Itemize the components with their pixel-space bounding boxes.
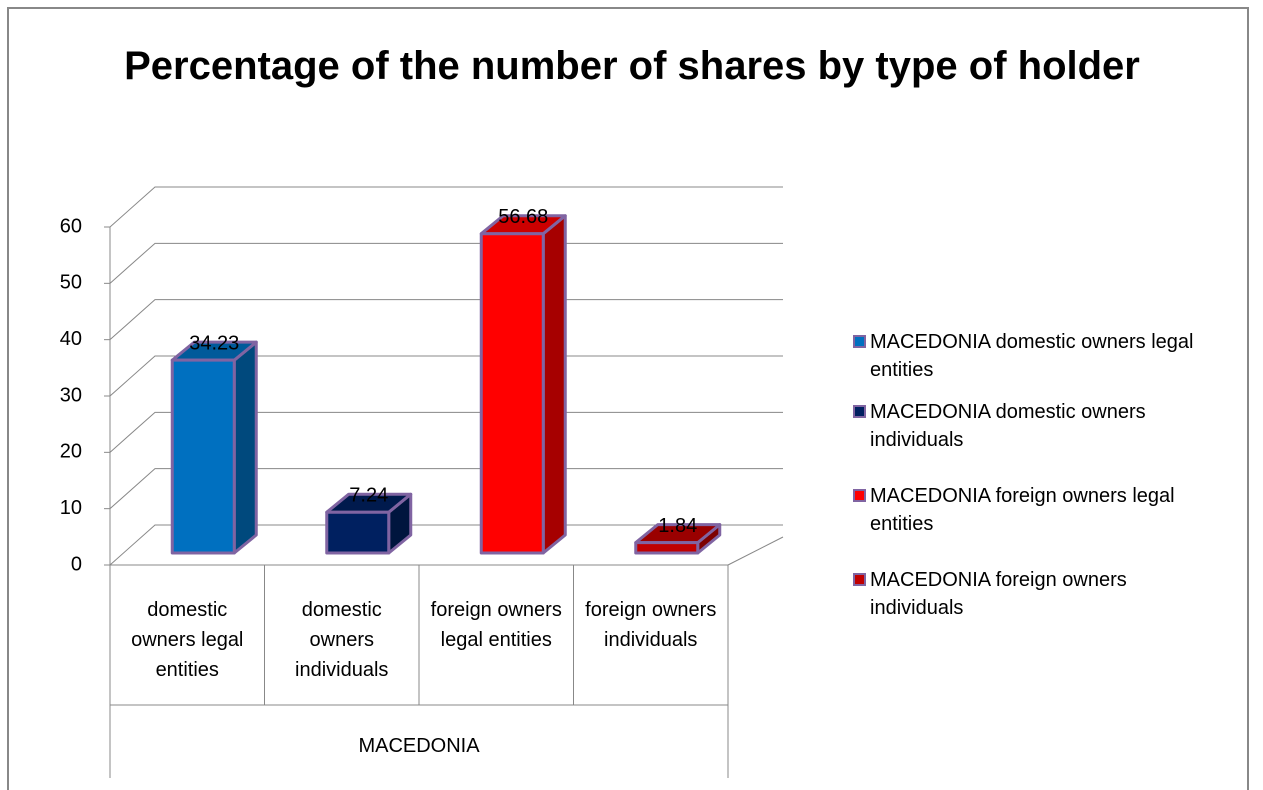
bar (479, 232, 545, 555)
legend-label: MACEDONIA domestic owners individuals (870, 401, 1146, 451)
y-tick-label: 0 (71, 553, 82, 575)
y-tick-label: 20 (60, 441, 82, 463)
grid-line (109, 299, 783, 341)
bar (634, 541, 700, 555)
data-label: 7.24 (349, 484, 388, 506)
grid-line (109, 186, 783, 228)
floor-edge (727, 536, 784, 566)
y-tick-label: 40 (60, 328, 82, 350)
grid-line (109, 468, 783, 510)
y-tick-label: 60 (60, 215, 82, 237)
bar-side (232, 340, 258, 555)
x-tick-label: domestic owners individuals (295, 599, 389, 681)
x-tick-label: foreign owners individuals (585, 599, 717, 651)
y-tick-label: 30 (60, 384, 82, 406)
grid-line (109, 355, 783, 397)
legend-marker (853, 405, 866, 418)
group-label: MACEDONIA (358, 735, 480, 757)
x-tick-label: domestic owners legal entities (131, 599, 244, 681)
y-tick-label: 50 (60, 272, 82, 294)
bar (325, 510, 391, 555)
legend-marker (853, 489, 866, 502)
data-label: 34.23 (189, 332, 239, 354)
grid-line (109, 242, 783, 284)
legend-marker (853, 573, 866, 586)
data-label: 56.68 (498, 206, 548, 228)
chart-title: Percentage of the number of shares by ty… (124, 44, 1140, 88)
x-tick-label: foreign owners legal entities (430, 599, 562, 651)
legend-label: MACEDONIA foreign owners legal entities (870, 485, 1175, 535)
legend-marker (853, 335, 866, 348)
data-label: 1.84 (658, 515, 697, 537)
bar (170, 358, 236, 555)
chart-border (7, 7, 1249, 790)
grid-line (109, 411, 783, 453)
legend-label: MACEDONIA foreign owners individuals (870, 569, 1127, 619)
y-tick-label: 10 (60, 497, 82, 519)
grid-line (109, 524, 783, 566)
bar-side (541, 214, 567, 555)
legend-label: MACEDONIA domestic owners legal entities (870, 331, 1194, 381)
